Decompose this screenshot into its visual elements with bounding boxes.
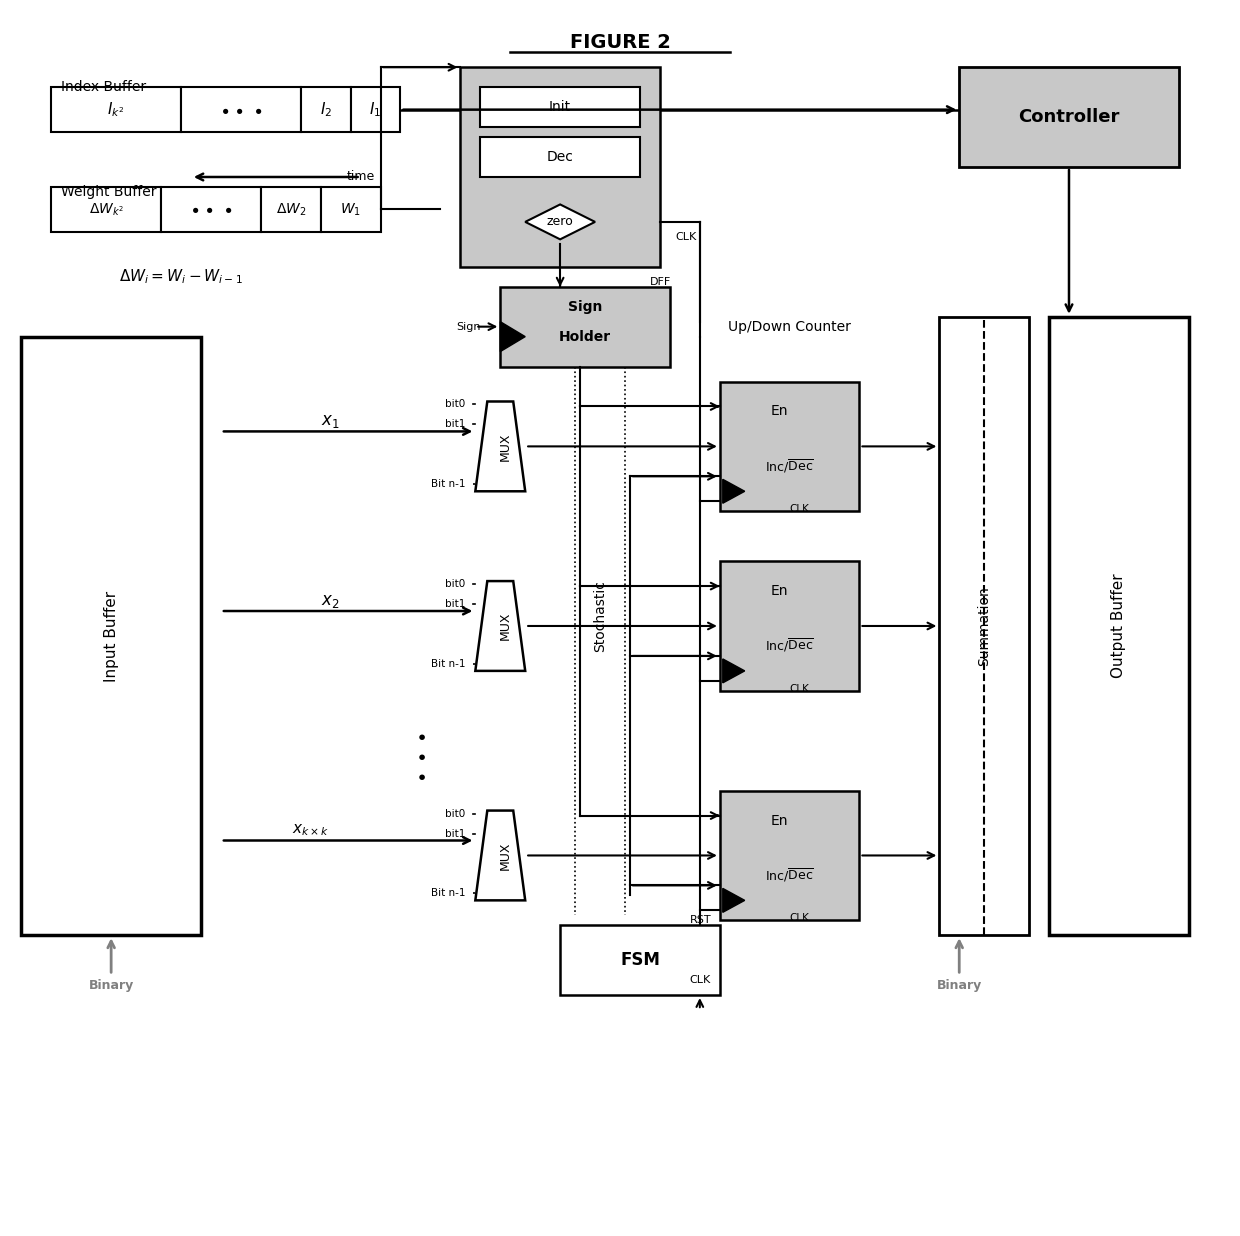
Text: $x_2$: $x_2$ (321, 592, 340, 611)
Text: Holder: Holder (559, 330, 611, 344)
FancyBboxPatch shape (301, 88, 351, 132)
Text: CLK: CLK (675, 232, 696, 242)
FancyBboxPatch shape (1049, 316, 1189, 936)
Text: MUX: MUX (498, 612, 512, 640)
Text: $I_{k^2}$: $I_{k^2}$ (108, 100, 125, 119)
Text: $\bullet\bullet\bullet$: $\bullet\bullet\bullet$ (190, 200, 233, 219)
FancyBboxPatch shape (260, 187, 321, 232)
FancyBboxPatch shape (960, 67, 1179, 167)
Text: Input Buffer: Input Buffer (104, 591, 119, 681)
Polygon shape (475, 402, 526, 491)
Text: $x_1$: $x_1$ (321, 413, 340, 430)
Text: CLK: CLK (790, 504, 810, 514)
Text: En: En (771, 813, 789, 828)
Polygon shape (500, 321, 526, 351)
Text: FIGURE 2: FIGURE 2 (569, 33, 671, 52)
Text: Inc/$\overline{\mathrm{Dec}}$: Inc/$\overline{\mathrm{Dec}}$ (765, 866, 813, 884)
FancyBboxPatch shape (719, 382, 859, 512)
Text: Up/Down Counter: Up/Down Counter (728, 320, 851, 334)
Text: Binary: Binary (936, 979, 982, 991)
Text: $\bullet$: $\bullet$ (415, 747, 425, 765)
FancyBboxPatch shape (460, 67, 660, 267)
Text: CLK: CLK (790, 913, 810, 923)
Text: En: En (771, 404, 789, 419)
FancyBboxPatch shape (321, 187, 381, 232)
Text: $\bullet$: $\bullet$ (415, 727, 425, 745)
FancyBboxPatch shape (161, 187, 260, 232)
Polygon shape (723, 889, 745, 912)
Text: MUX: MUX (498, 433, 512, 461)
Text: Dec: Dec (547, 150, 574, 164)
Text: Inc/$\overline{\mathrm{Dec}}$: Inc/$\overline{\mathrm{Dec}}$ (765, 457, 813, 475)
FancyBboxPatch shape (51, 187, 161, 232)
FancyBboxPatch shape (351, 88, 401, 132)
FancyBboxPatch shape (500, 287, 670, 367)
Text: $\Delta W_2$: $\Delta W_2$ (275, 201, 306, 218)
FancyBboxPatch shape (939, 316, 1029, 936)
Text: RST: RST (689, 916, 712, 926)
Text: $\bullet$: $\bullet$ (415, 766, 425, 785)
Text: Bit n-1: Bit n-1 (430, 889, 465, 899)
FancyBboxPatch shape (560, 926, 719, 995)
Polygon shape (475, 811, 526, 900)
Text: Bit n-1: Bit n-1 (430, 480, 465, 489)
Text: Index Buffer: Index Buffer (61, 80, 146, 94)
Text: Output Buffer: Output Buffer (1111, 574, 1126, 679)
Text: Stochastic: Stochastic (593, 580, 608, 651)
Text: Sign: Sign (568, 299, 603, 314)
Text: time: time (346, 171, 374, 183)
Text: DFF: DFF (650, 277, 671, 287)
FancyBboxPatch shape (480, 137, 640, 177)
Text: Init: Init (549, 100, 572, 114)
Text: Controller: Controller (1018, 108, 1120, 126)
FancyBboxPatch shape (181, 88, 301, 132)
Polygon shape (723, 480, 745, 503)
Polygon shape (475, 581, 526, 671)
Text: MUX: MUX (498, 842, 512, 870)
FancyBboxPatch shape (21, 336, 201, 936)
Text: CLK: CLK (790, 684, 810, 693)
FancyBboxPatch shape (51, 88, 181, 132)
Text: Binary: Binary (88, 979, 134, 991)
Text: Weight Buffer: Weight Buffer (61, 185, 156, 199)
FancyBboxPatch shape (719, 791, 859, 921)
Text: $I_1$: $I_1$ (370, 100, 382, 119)
Text: FSM: FSM (620, 952, 660, 969)
Text: Bit n-1: Bit n-1 (430, 659, 465, 669)
FancyBboxPatch shape (480, 88, 640, 127)
Text: $x_{k\times k}$: $x_{k\times k}$ (293, 823, 330, 838)
Text: bit1: bit1 (445, 828, 465, 838)
Text: $\Delta W_i = W_i - W_{i-1}$: $\Delta W_i = W_i - W_{i-1}$ (119, 267, 243, 286)
Text: zero: zero (547, 215, 574, 229)
Text: bit0: bit0 (445, 808, 465, 818)
Polygon shape (526, 204, 595, 240)
Text: bit1: bit1 (445, 419, 465, 429)
Text: $I_2$: $I_2$ (320, 100, 332, 119)
FancyBboxPatch shape (719, 561, 859, 691)
Text: Inc/$\overline{\mathrm{Dec}}$: Inc/$\overline{\mathrm{Dec}}$ (765, 638, 813, 655)
Text: Sign: Sign (456, 321, 480, 331)
Text: CLK: CLK (689, 975, 711, 985)
Polygon shape (723, 659, 745, 682)
Text: $W_1$: $W_1$ (340, 201, 361, 218)
Text: $\Delta W_{k^2}$: $\Delta W_{k^2}$ (88, 201, 124, 218)
Text: En: En (771, 585, 789, 598)
Text: $\bullet\bullet\bullet$: $\bullet\bullet\bullet$ (219, 100, 263, 119)
Text: bit0: bit0 (445, 399, 465, 409)
Text: Summation: Summation (977, 586, 991, 666)
Text: bit1: bit1 (445, 599, 465, 609)
Text: bit0: bit0 (445, 580, 465, 590)
